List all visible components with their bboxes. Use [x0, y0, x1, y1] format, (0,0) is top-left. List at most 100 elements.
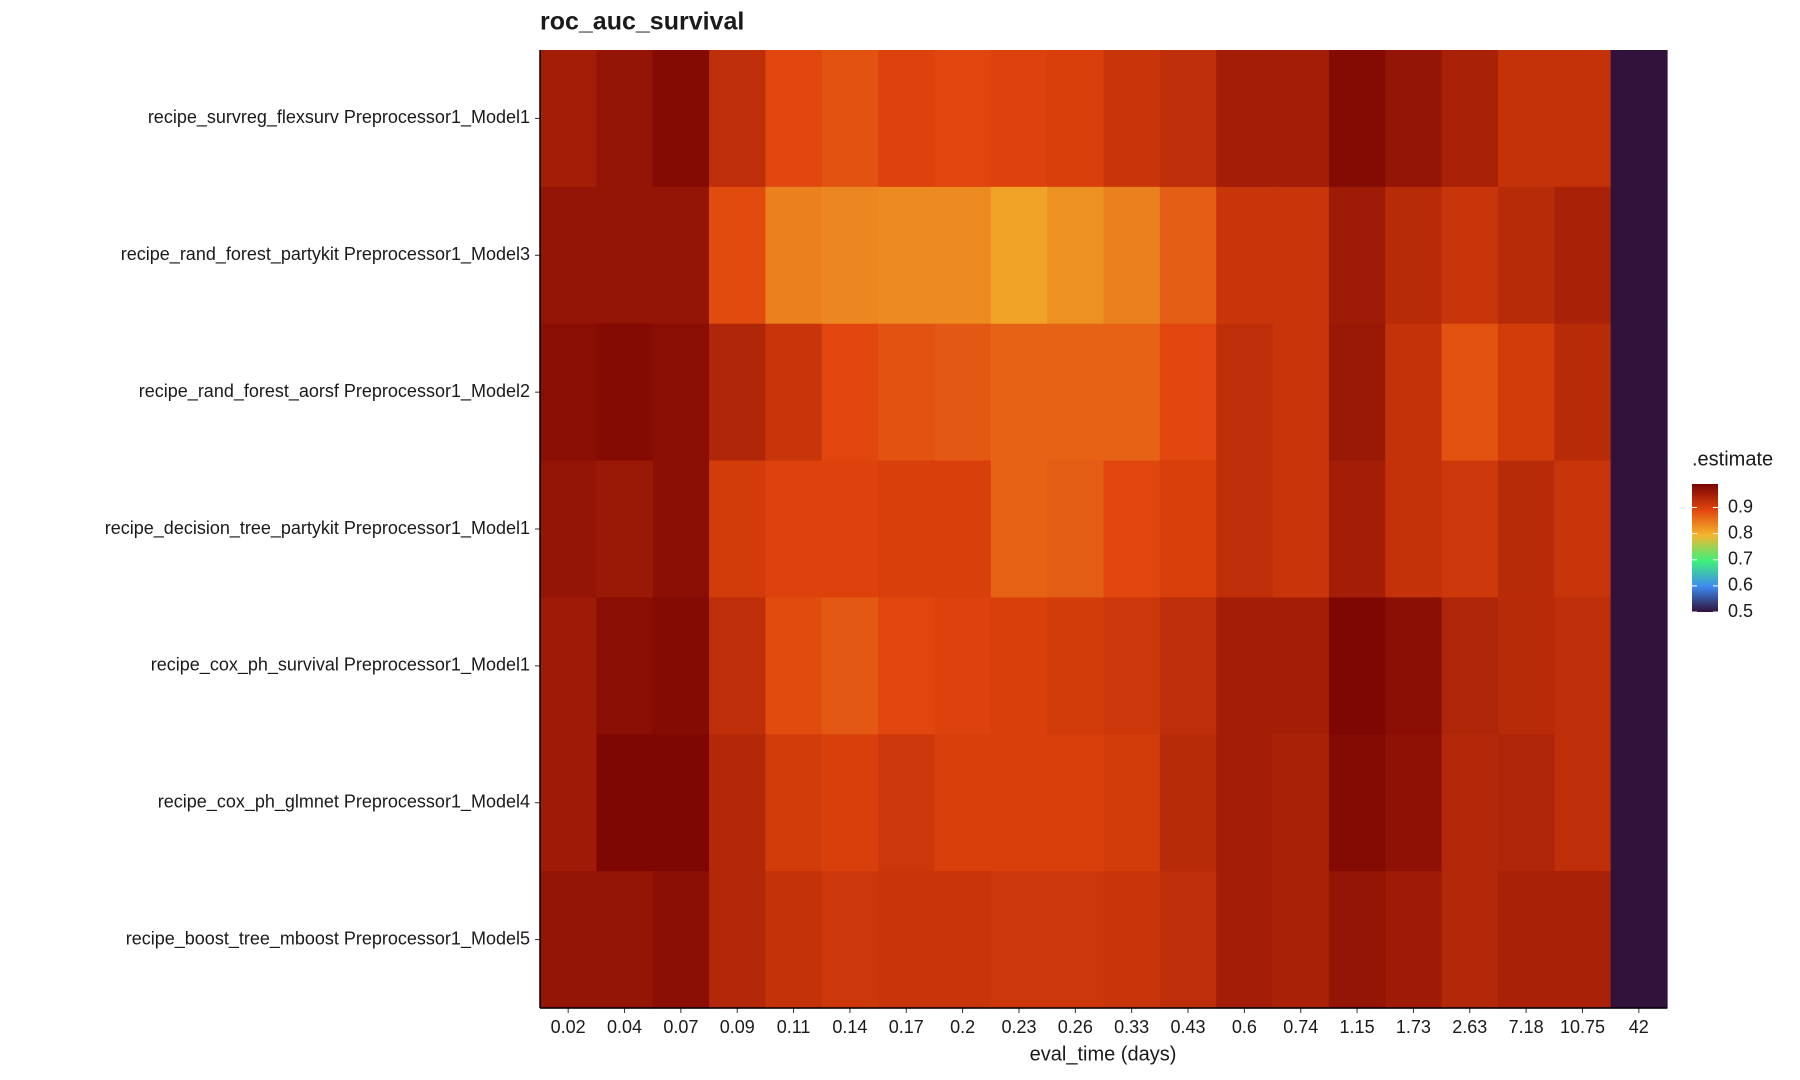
heatmap-cell — [709, 597, 766, 735]
x-tick-label: 0.33 — [1114, 1017, 1149, 1037]
y-tick-label: recipe_decision_tree_partykit Preprocess… — [105, 518, 530, 539]
heatmap-cell — [1328, 323, 1386, 462]
heatmap-cell — [652, 871, 710, 1009]
heatmap-cell — [540, 734, 597, 872]
x-tick-label: 0.23 — [1001, 1017, 1036, 1037]
heatmap-cell — [596, 734, 654, 872]
heatmap-cell — [709, 734, 766, 872]
heatmap-cell — [821, 50, 879, 188]
heatmap-cell — [1159, 460, 1217, 599]
heatmap-cell — [990, 50, 1048, 188]
heatmap-cell — [878, 871, 936, 1009]
heatmap-cell — [1103, 50, 1161, 188]
heatmap-cell — [1103, 460, 1161, 599]
x-axis-title: eval_time (days) — [1030, 1043, 1177, 1065]
x-tick-label: 0.43 — [1171, 1017, 1206, 1037]
heatmap-cell — [1272, 871, 1330, 1009]
x-tick-label: 1.15 — [1340, 1017, 1375, 1037]
heatmap-cell — [1159, 323, 1217, 462]
heatmap-cell — [934, 734, 992, 872]
heatmap-cell — [709, 323, 766, 462]
heatmap-cell — [540, 50, 597, 188]
heatmap-cell — [1216, 734, 1274, 872]
heatmap-cell — [1441, 597, 1499, 735]
y-tick-label: recipe_rand_forest_aorsf Preprocessor1_M… — [139, 381, 530, 402]
x-tick-label: 0.02 — [551, 1017, 586, 1037]
heatmap-cell — [1441, 871, 1499, 1009]
heatmap-cell — [1047, 734, 1105, 872]
heatmap-cell — [596, 460, 654, 599]
heatmap-cell — [1554, 186, 1612, 325]
x-tick-label: 0.14 — [832, 1017, 867, 1037]
heatmap-cell — [821, 734, 879, 872]
heatmap-cell — [652, 186, 710, 325]
heatmap-cell — [1103, 186, 1161, 325]
x-tick-label: 10.75 — [1560, 1017, 1605, 1037]
heatmap-cell — [934, 323, 992, 462]
heatmap-cell — [652, 460, 710, 599]
x-tick-label: 0.04 — [607, 1017, 642, 1037]
heatmap-cell — [1328, 871, 1386, 1009]
heatmap-cell — [878, 597, 936, 735]
heatmap-cell — [1385, 323, 1443, 462]
heatmap-cell — [1103, 597, 1161, 735]
y-tick-label: recipe_cox_ph_survival Preprocessor1_Mod… — [151, 655, 530, 676]
heatmap-cell — [1159, 597, 1217, 735]
heatmap-cell — [1272, 460, 1330, 599]
heatmap-cell — [709, 50, 766, 188]
heatmap-cell — [540, 597, 597, 735]
heatmap-cell — [821, 460, 879, 599]
heatmap-cell — [596, 186, 654, 325]
heatmap-cell — [596, 871, 654, 1009]
heatmap-cell — [1385, 460, 1443, 599]
heatmap-cell — [1272, 186, 1330, 325]
colorbar-tick-label: 0.7 — [1728, 549, 1753, 569]
x-tick-label: 7.18 — [1509, 1017, 1544, 1037]
y-tick-label: recipe_survreg_flexsurv Preprocessor1_Mo… — [148, 107, 530, 128]
heatmap-cell — [1047, 871, 1105, 1009]
heatmap-cell — [652, 50, 710, 188]
heatmap-cell — [1047, 186, 1105, 325]
heatmap-cell — [990, 460, 1048, 599]
heatmap-cell — [709, 460, 766, 599]
heatmap-cell — [990, 597, 1048, 735]
heatmap-cell — [1610, 597, 1668, 735]
heatmap-cell — [765, 871, 823, 1009]
heatmap-cell — [1385, 186, 1443, 325]
heatmap-cell — [540, 460, 597, 599]
heatmap-cell — [1497, 50, 1555, 188]
heatmap-cell — [990, 186, 1048, 325]
heatmap-cell — [1497, 323, 1555, 462]
heatmap-cell — [1554, 734, 1612, 872]
x-tick-label: 0.74 — [1283, 1017, 1318, 1037]
heatmap-cell — [990, 323, 1048, 462]
x-tick-label: 2.63 — [1452, 1017, 1487, 1037]
heatmap-cell — [990, 871, 1048, 1009]
x-tick-label: 1.73 — [1396, 1017, 1431, 1037]
heatmap-cell — [1610, 460, 1668, 599]
heatmap-cell — [990, 734, 1048, 872]
heatmap-cell — [596, 50, 654, 188]
heatmap-cell — [1610, 871, 1668, 1009]
heatmap-cell — [540, 871, 597, 1009]
heatmap-cell — [765, 597, 823, 735]
heatmap-cell — [1554, 597, 1612, 735]
heatmap-cell — [1159, 186, 1217, 325]
heatmap-cell — [1216, 50, 1274, 188]
heatmap-cell — [1328, 50, 1386, 188]
heatmap-cell — [1497, 871, 1555, 1009]
colorbar-tick-label: 0.5 — [1728, 601, 1753, 621]
heatmap-cell — [1159, 871, 1217, 1009]
heatmap-cell — [878, 323, 936, 462]
x-tick-label: 0.11 — [777, 1017, 811, 1037]
heatmap-cell — [1554, 50, 1612, 188]
heatmap-cell — [1159, 734, 1217, 872]
heatmap-cell — [1159, 50, 1217, 188]
heatmap-cell — [1328, 734, 1386, 872]
y-tick-label: recipe_rand_forest_partykit Preprocessor… — [121, 244, 530, 265]
heatmap-cell — [1610, 734, 1668, 872]
heatmap-cell — [934, 186, 992, 325]
heatmap-cell — [1272, 597, 1330, 735]
heatmap-cell — [1610, 323, 1668, 462]
